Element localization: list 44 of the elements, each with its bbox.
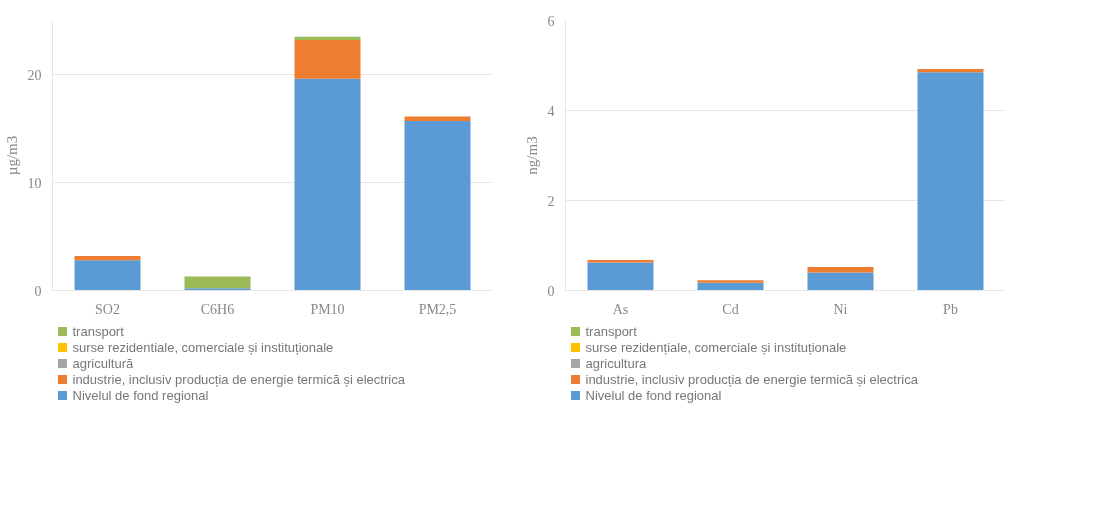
legend-label: transport <box>72 324 125 339</box>
x-tick-label: SO2 <box>95 301 120 317</box>
x-tick-label: Ni <box>833 301 848 317</box>
y-tick-label: 10 <box>27 175 42 191</box>
legend-label: industrie, inclusiv producția de energie termică și electrica <box>585 372 919 387</box>
x-tick-label: PM2,5 <box>418 301 457 317</box>
y-tick-label: 0 <box>34 283 42 299</box>
bar <box>807 272 874 291</box>
y-tick-label: 4 <box>547 103 555 119</box>
bar <box>294 78 361 291</box>
y-tick-label: 20 <box>27 67 42 83</box>
legend-label: industrie, inclusiv producția de energie termică și electrica <box>72 372 406 387</box>
bar <box>184 288 251 291</box>
bar <box>917 72 984 291</box>
x-tick-label: As <box>612 301 629 317</box>
legend-label: agricultură <box>72 356 134 371</box>
legend-label: surse rezidențiale, comerciale și instituționale <box>585 340 847 355</box>
x-tick-label: Pb <box>943 301 958 317</box>
legend-label: transport <box>585 324 638 339</box>
bar <box>404 120 471 291</box>
bar <box>587 259 654 263</box>
legend-label: Nivelul de fond regional <box>72 388 209 403</box>
bar <box>917 69 984 73</box>
y-axis-title: ng/m3 <box>523 136 540 175</box>
x-tick-label: PM10 <box>310 301 345 317</box>
y-tick-label: 0 <box>547 283 555 299</box>
bar <box>697 282 764 291</box>
x-tick-label: Cd <box>722 301 739 317</box>
bar <box>74 260 141 291</box>
bar <box>294 36 361 40</box>
legend-label: surse rezidentiale, comerciale și instituționale <box>72 340 334 355</box>
bar <box>697 280 764 283</box>
y-axis-title: µg/m3 <box>3 135 20 176</box>
y-tick-label: 6 <box>547 13 555 29</box>
bar <box>294 39 361 79</box>
legend-label: Nivelul de fond regional <box>585 388 722 403</box>
legend-label: agricultura <box>585 356 647 371</box>
x-tick-label: C6H6 <box>200 301 235 317</box>
y-tick-label: 2 <box>547 193 555 209</box>
bar <box>74 255 141 261</box>
bar <box>807 267 874 273</box>
bar <box>184 276 251 289</box>
bar <box>404 116 471 121</box>
bar <box>587 262 654 291</box>
